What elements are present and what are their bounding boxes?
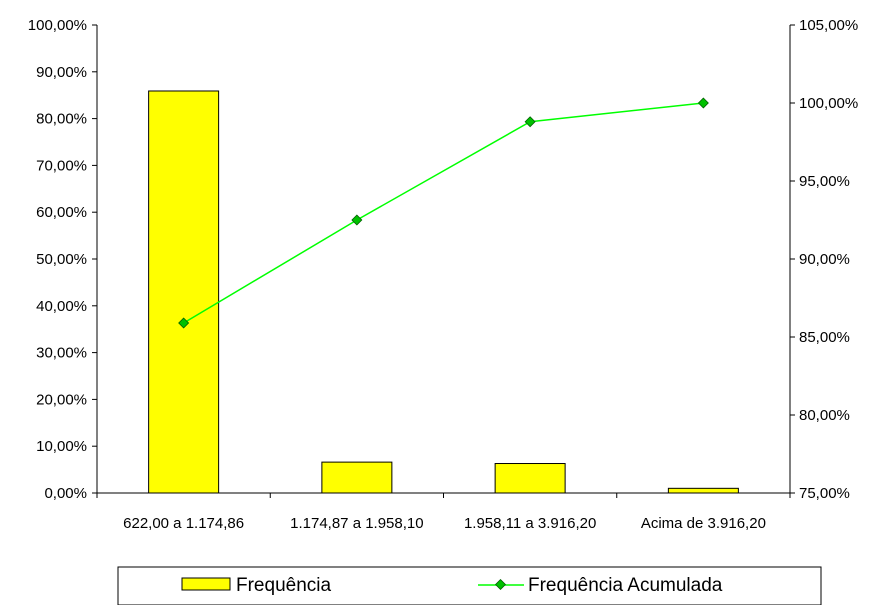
cumulative-point [524, 116, 536, 128]
right-tick-label: 105,00% [799, 17, 858, 34]
left-tick-label: 30,00% [36, 345, 87, 362]
bar [667, 487, 739, 494]
legend-label-acumulada: Frequência Acumulada [528, 575, 723, 596]
right-tick-label: 100,00% [799, 95, 858, 112]
right-tick-label: 75,00% [799, 485, 850, 502]
legend: Frequência Frequência Acumulada [117, 566, 822, 605]
left-tick-label: 20,00% [36, 391, 87, 408]
x-tick-label: Acima de 3.916,20 [641, 515, 766, 532]
right-tick-label: 80,00% [799, 407, 850, 424]
right-tick-label: 90,00% [799, 251, 850, 268]
left-tick-label: 80,00% [36, 111, 87, 128]
left-tick-label: 50,00% [36, 251, 87, 268]
frequency-bars [148, 90, 739, 494]
x-axis: 622,00 a 1.174,86 1.174,87 a 1.958,10 1.95… [96, 492, 791, 532]
legend-frame [117, 566, 822, 605]
x-tick-label: 1.174,87 a 1.958,10 [290, 515, 423, 532]
left-tick-label: 60,00% [36, 204, 87, 221]
x-tick-label: 622,00 a 1.174,86 [123, 515, 244, 532]
bar [321, 461, 393, 494]
left-tick-label: 90,00% [36, 64, 87, 81]
right-tick-label: 95,00% [799, 173, 850, 190]
left-tick-label: 70,00% [36, 157, 87, 174]
right-tick-label: 85,00% [799, 329, 850, 346]
legend-swatch-frequencia [181, 577, 231, 591]
cumulative-series-line [183, 102, 704, 324]
cumulative-point [697, 97, 709, 109]
left-tick-label: 10,00% [36, 438, 87, 455]
left-tick-label: 0,00% [44, 485, 87, 502]
left-tick-label: 40,00% [36, 298, 87, 315]
legend-swatch-acumulada-marker [494, 578, 507, 591]
right-y-axis: 75,00% 80,00% 85,00% 90,00% 95,00% 100,00% 105… [789, 17, 858, 502]
bar [494, 463, 566, 494]
legend-label-frequencia: Frequência [236, 575, 331, 596]
cumulative-line [178, 97, 709, 329]
left-y-axis: 0,00% 10,00% 20,00% 30,00% 40,00% 50,00% 60,00… [28, 17, 98, 502]
left-tick-label: 100,00% [28, 17, 87, 34]
bar [148, 90, 220, 494]
cumulative-point [178, 317, 190, 329]
x-tick-label: 1.958,11 a 3.916,20 [464, 515, 596, 532]
cumulative-point [351, 214, 363, 226]
